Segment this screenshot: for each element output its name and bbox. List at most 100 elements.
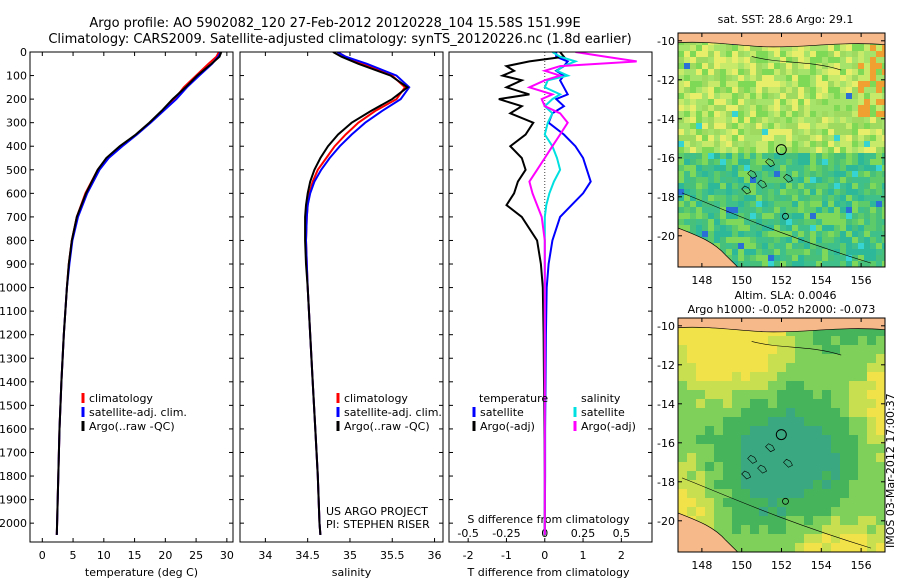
field-cell — [780, 117, 787, 124]
field-cell — [759, 336, 769, 346]
field-cell — [813, 399, 823, 409]
field-cell — [738, 135, 745, 142]
field-cell — [738, 159, 745, 166]
field-cell — [804, 45, 811, 52]
field-cell — [774, 117, 781, 124]
field-cell — [684, 129, 691, 136]
difference-panel-frame — [448, 51, 653, 543]
field-cell — [876, 177, 883, 184]
field-cell — [870, 255, 877, 262]
x-tick-label-t: -1 — [501, 549, 512, 562]
field-cell — [684, 195, 691, 202]
field-cell — [858, 219, 865, 226]
reef — [747, 455, 758, 464]
field-cell — [810, 87, 817, 94]
field-cell — [684, 69, 691, 76]
field-cell — [876, 123, 883, 130]
field-cell — [738, 129, 745, 136]
field-cell — [738, 225, 745, 232]
field-cell — [756, 135, 763, 142]
field-cell — [858, 171, 865, 178]
field-cell — [690, 183, 697, 190]
field-cell — [696, 372, 706, 382]
field-cell — [705, 336, 715, 346]
field-cell — [852, 201, 859, 208]
field-cell — [777, 516, 787, 526]
field-cell — [768, 426, 778, 436]
field-cell — [822, 243, 829, 250]
field-cell — [795, 336, 805, 346]
field-cell — [846, 93, 853, 100]
field-cell — [759, 498, 769, 508]
field-cell — [876, 99, 883, 106]
field-cell — [714, 135, 721, 142]
reef — [757, 464, 767, 474]
legend-label-s-satellite: satellite — [581, 406, 625, 419]
field-cell — [768, 87, 775, 94]
field-cell — [846, 141, 853, 148]
field-cell — [876, 135, 883, 142]
field-cell — [864, 75, 871, 82]
field-cell — [813, 408, 823, 418]
field-cell — [804, 75, 811, 82]
field-cell — [762, 177, 769, 184]
field-cell — [756, 195, 763, 202]
field-cell — [828, 237, 835, 244]
field-cell — [696, 231, 703, 238]
field-cell — [858, 243, 865, 250]
field-cell — [687, 336, 697, 346]
field-cell — [798, 213, 805, 220]
field-cell — [756, 255, 763, 262]
field-cell — [840, 336, 850, 346]
field-cell — [678, 444, 688, 454]
field-cell — [690, 69, 697, 76]
field-cell — [876, 75, 883, 82]
field-cell — [714, 363, 724, 373]
field-cell — [786, 147, 793, 154]
legend-label-climatology: climatology — [344, 392, 408, 405]
x-tick-label: 25 — [189, 549, 203, 562]
x-tick-label-t: 2 — [618, 549, 625, 562]
field-cell — [723, 363, 733, 373]
field-cell — [702, 171, 709, 178]
t-argo-line — [498, 52, 566, 535]
field-cell — [786, 117, 793, 124]
field-cell — [867, 543, 877, 552]
field-cell — [846, 219, 853, 226]
field-cell — [756, 45, 763, 52]
field-cell — [696, 225, 703, 232]
field-cell — [834, 171, 841, 178]
field-cell — [774, 213, 781, 220]
field-cell — [804, 135, 811, 142]
field-cell — [723, 462, 733, 472]
field-cell — [858, 426, 868, 436]
field-cell — [723, 408, 733, 418]
field-cell — [804, 213, 811, 220]
field-cell — [744, 45, 751, 52]
field-cell — [738, 87, 745, 94]
field-cell — [849, 354, 859, 364]
field-cell — [846, 105, 853, 112]
field-cell — [876, 129, 883, 136]
field-cell — [696, 117, 703, 124]
field-cell — [882, 207, 885, 214]
field-cell — [831, 525, 841, 535]
field-cell — [708, 195, 715, 202]
field-cell — [678, 147, 685, 154]
field-cell — [738, 45, 745, 52]
field-cell — [816, 63, 823, 70]
field-cell — [828, 225, 835, 232]
field-cell — [858, 534, 868, 544]
field-cell — [882, 225, 885, 232]
field-cell — [840, 171, 847, 178]
field-cell — [696, 81, 703, 88]
field-cell — [846, 237, 853, 244]
field-cell — [804, 435, 814, 445]
field-cell — [867, 426, 877, 436]
field-cell — [864, 123, 871, 130]
field-cell — [756, 141, 763, 148]
field-cell — [696, 171, 703, 178]
field-cell — [864, 171, 871, 178]
field-cell — [786, 408, 796, 418]
field-cell — [882, 255, 885, 262]
